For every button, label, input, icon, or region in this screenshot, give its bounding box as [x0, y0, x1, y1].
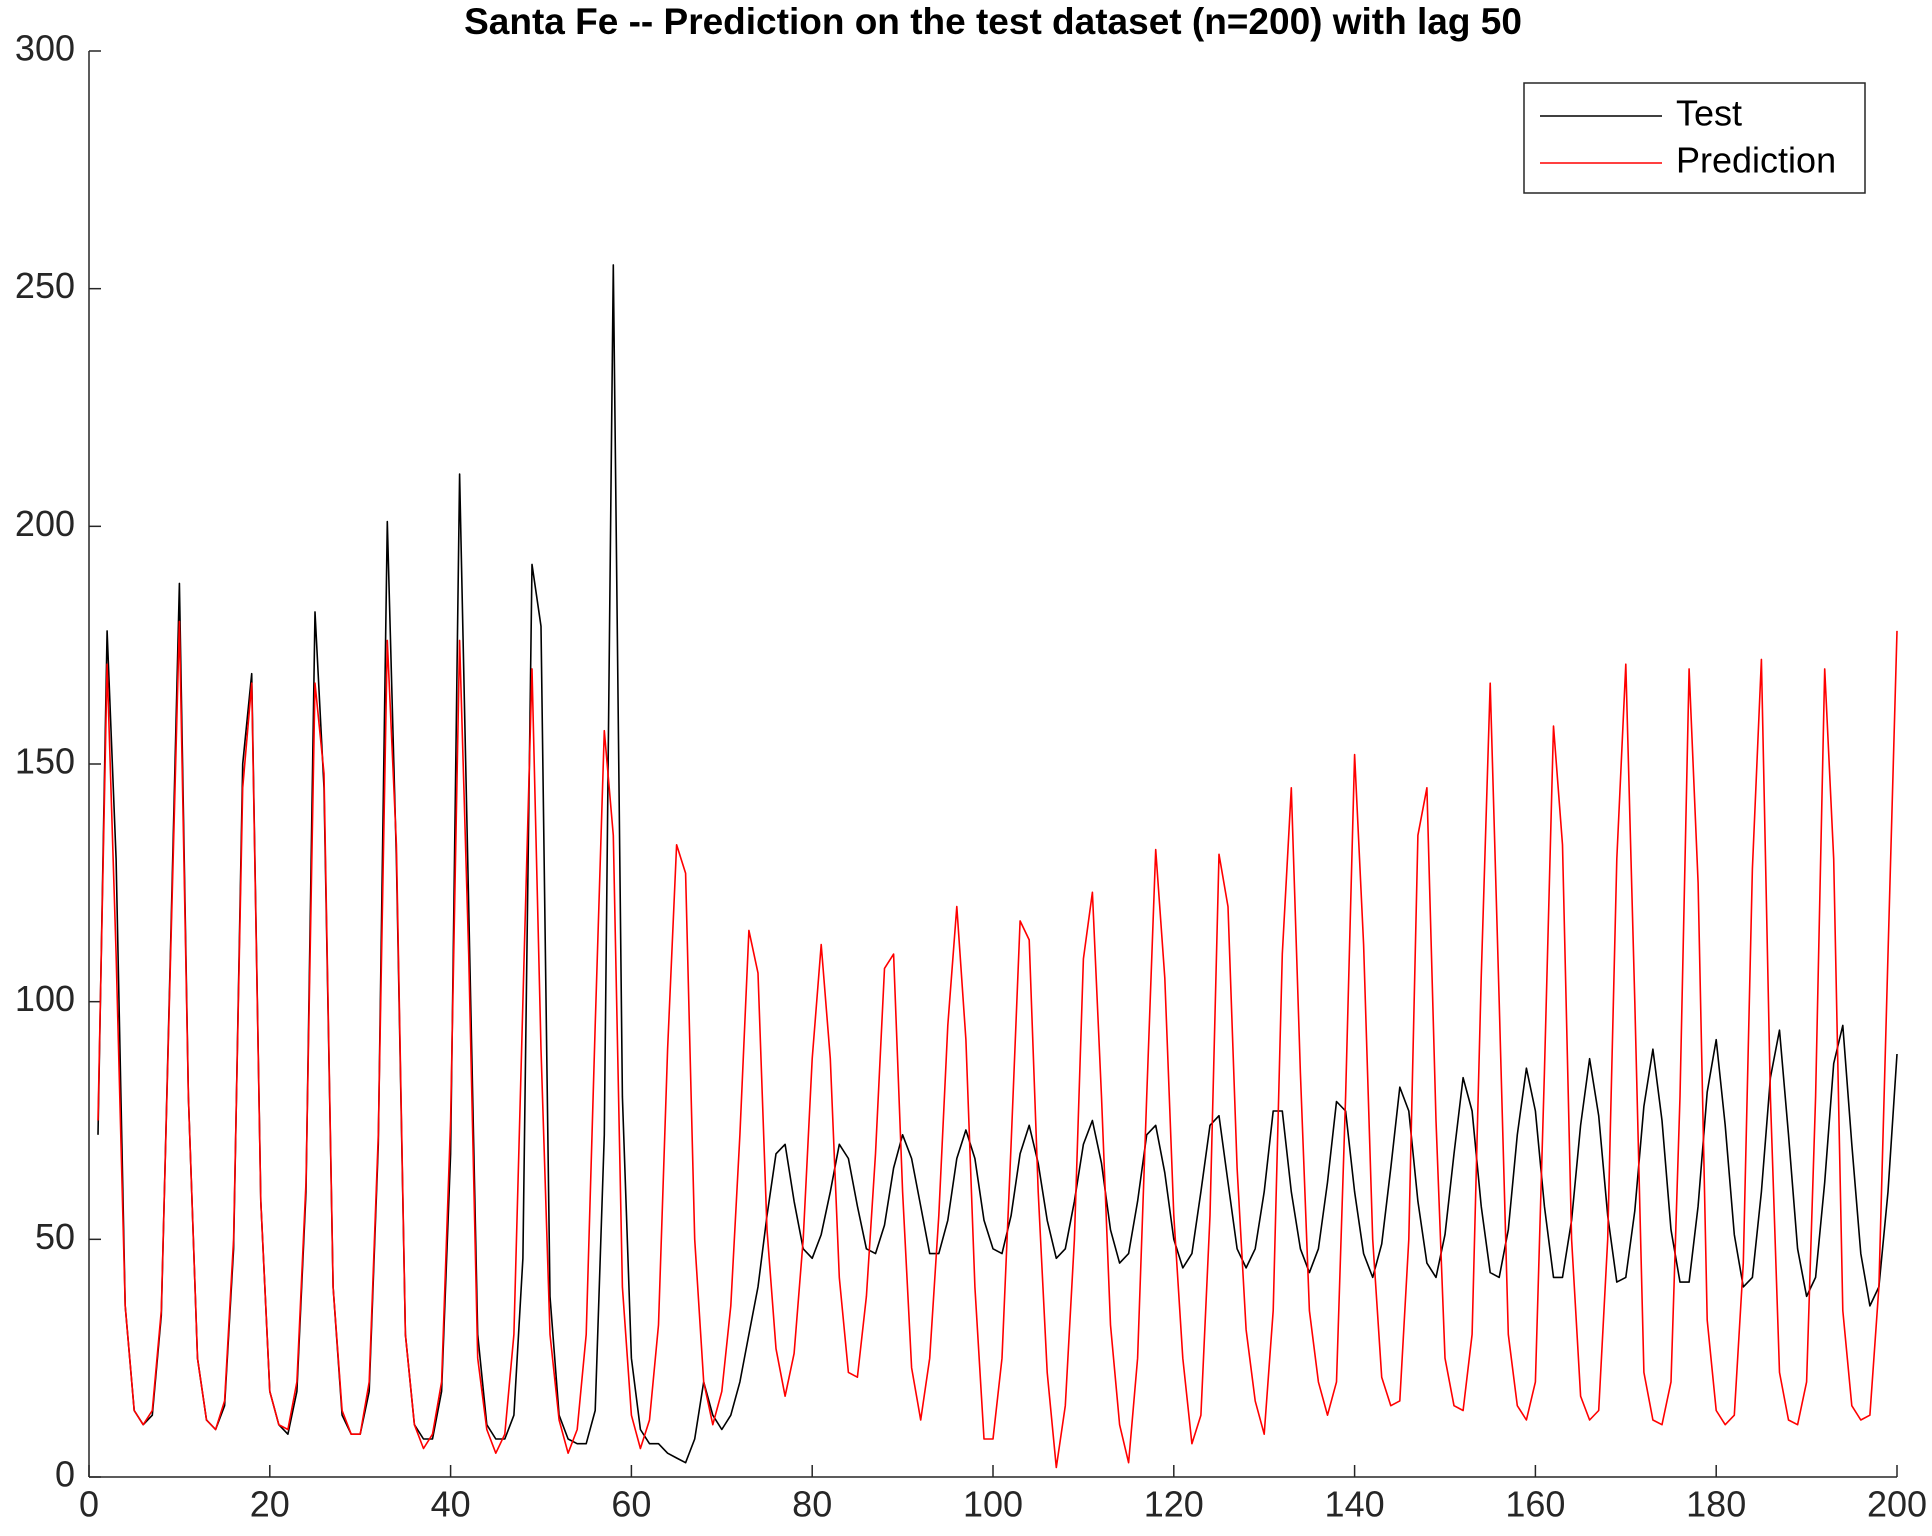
y-tick-label: 300: [15, 28, 75, 69]
y-tick-label: 200: [15, 503, 75, 544]
y-tick-label: 50: [35, 1216, 75, 1257]
y-tick-label: 0: [55, 1454, 75, 1495]
legend-label: Test: [1676, 93, 1742, 134]
x-tick-label: 200: [1867, 1484, 1927, 1525]
y-tick-label: 150: [15, 741, 75, 782]
x-tick-label: 140: [1325, 1484, 1385, 1525]
x-tick-label: 20: [250, 1484, 290, 1525]
x-tick-label: 160: [1505, 1484, 1565, 1525]
x-tick-label: 80: [792, 1484, 832, 1525]
x-tick-label: 100: [963, 1484, 1023, 1525]
legend-label: Prediction: [1676, 140, 1836, 181]
series-line: [97, 264, 1898, 1464]
x-tick-label: 180: [1686, 1484, 1746, 1525]
legend: Test Prediction: [1523, 82, 1866, 194]
x-tick-label: 0: [79, 1484, 99, 1525]
x-tick-label: 120: [1144, 1484, 1204, 1525]
series-line: [97, 620, 1898, 1469]
y-tick-label: 250: [15, 265, 75, 306]
y-tick-label: 100: [15, 978, 75, 1019]
x-tick-label: 60: [611, 1484, 651, 1525]
chart-title: Santa Fe -- Prediction on the test datas…: [464, 1, 1522, 42]
legend-box: [1523, 82, 1866, 194]
x-tick-label: 40: [431, 1484, 471, 1525]
